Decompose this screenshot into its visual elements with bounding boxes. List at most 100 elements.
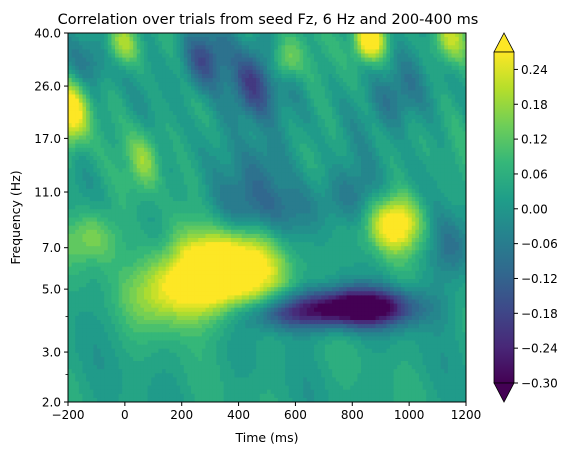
heatmap-cell [324, 131, 330, 137]
heatmap-cell [154, 164, 160, 169]
heatmap-cell [180, 37, 185, 42]
heatmap-cell [180, 131, 185, 137]
heatmap-cell [357, 147, 362, 153]
heatmap-cell [96, 135, 102, 141]
heatmap-cell [364, 156, 369, 161]
heatmap-cell [227, 192, 232, 198]
heatmap-cell [227, 131, 232, 137]
heatmap-cell [390, 147, 395, 153]
heatmap-cell [93, 37, 98, 42]
heatmap-cell [310, 151, 315, 157]
heatmap-cell [306, 151, 312, 157]
heatmap-cell [451, 184, 456, 190]
heatmap-cell [408, 127, 413, 132]
heatmap-cell [93, 98, 98, 104]
heatmap-cell [187, 123, 192, 128]
heatmap-cell [368, 188, 373, 194]
heatmap-cell [86, 45, 91, 50]
heatmap-cell [382, 176, 387, 182]
heatmap-cell [158, 164, 163, 169]
heatmap-cell [429, 197, 435, 202]
heatmap-cell [259, 123, 264, 128]
heatmap-cell [104, 160, 109, 165]
heatmap-cell [122, 110, 127, 116]
heatmap-cell [400, 119, 406, 124]
heatmap-cell [437, 65, 442, 71]
heatmap-cell [227, 41, 232, 46]
heatmap-cell [183, 33, 188, 38]
heatmap-cell [162, 217, 167, 223]
heatmap-cell [332, 53, 337, 59]
heatmap-cell [379, 143, 384, 149]
heatmap-cell [216, 82, 221, 87]
heatmap-cell [176, 41, 181, 46]
heatmap-cell [270, 45, 275, 50]
heatmap-cell [75, 180, 80, 186]
heatmap-cell [96, 57, 102, 63]
heatmap-cell [129, 184, 134, 190]
heatmap-cell [364, 119, 369, 124]
heatmap-cell [429, 180, 435, 186]
heatmap-cell [400, 110, 406, 116]
heatmap-cell [346, 82, 351, 87]
heatmap-cell [400, 82, 406, 87]
heatmap-cell [292, 205, 297, 210]
heatmap-cell [118, 139, 123, 145]
heatmap-cell [353, 90, 359, 96]
heatmap-cell [458, 135, 463, 141]
heatmap-cell [151, 94, 156, 100]
heatmap-cell [306, 147, 312, 153]
heatmap-cell [259, 184, 264, 190]
heatmap-cell [386, 209, 391, 214]
heatmap-cell [426, 188, 431, 194]
heatmap-cell [172, 160, 178, 165]
heatmap-cell [194, 197, 199, 202]
heatmap-cell [346, 131, 351, 137]
heatmap-cell [125, 205, 131, 210]
heatmap-cell [433, 197, 438, 202]
heatmap-cell [256, 205, 261, 210]
heatmap-cell [209, 78, 214, 83]
heatmap-cell [194, 147, 199, 153]
heatmap-cell [368, 201, 373, 206]
heatmap-cell [89, 115, 94, 120]
heatmap-cell [263, 61, 268, 67]
heatmap-cell [165, 151, 170, 157]
heatmap-cell [151, 45, 156, 50]
heatmap-cell [104, 74, 109, 79]
heatmap-cell [437, 41, 442, 46]
heatmap-cell [187, 139, 192, 145]
heatmap-cell [451, 119, 456, 124]
heatmap-cell [219, 33, 225, 38]
heatmap-cell [180, 61, 185, 67]
heatmap-cell [426, 94, 431, 100]
heatmap-cell [115, 209, 120, 214]
heatmap-cell [143, 217, 149, 223]
heatmap-cell [368, 78, 373, 83]
heatmap-cell [89, 33, 94, 38]
heatmap-cell [93, 78, 98, 83]
heatmap-cell [198, 147, 203, 153]
heatmap-cell [187, 213, 192, 219]
heatmap-cell [346, 205, 351, 210]
heatmap-cell [158, 74, 163, 79]
heatmap-cell [411, 123, 416, 128]
heatmap-cell [129, 160, 134, 165]
heatmap-cell [440, 176, 445, 182]
heatmap-cell [104, 69, 109, 75]
heatmap-cell [230, 143, 236, 149]
heatmap-cell [212, 197, 217, 202]
heatmap-cell [455, 176, 460, 182]
heatmap-cell [96, 119, 102, 124]
heatmap-cell [274, 176, 279, 182]
heatmap-cell [154, 180, 160, 186]
heatmap-cell [133, 110, 138, 116]
heatmap-cell [418, 172, 424, 178]
heatmap-cell [212, 168, 217, 173]
heatmap-cell [78, 217, 84, 223]
heatmap-cell [82, 82, 87, 87]
heatmap-cell [129, 65, 134, 71]
heatmap-cell [386, 135, 391, 141]
heatmap-cell [234, 201, 239, 206]
heatmap-cell [158, 201, 163, 206]
